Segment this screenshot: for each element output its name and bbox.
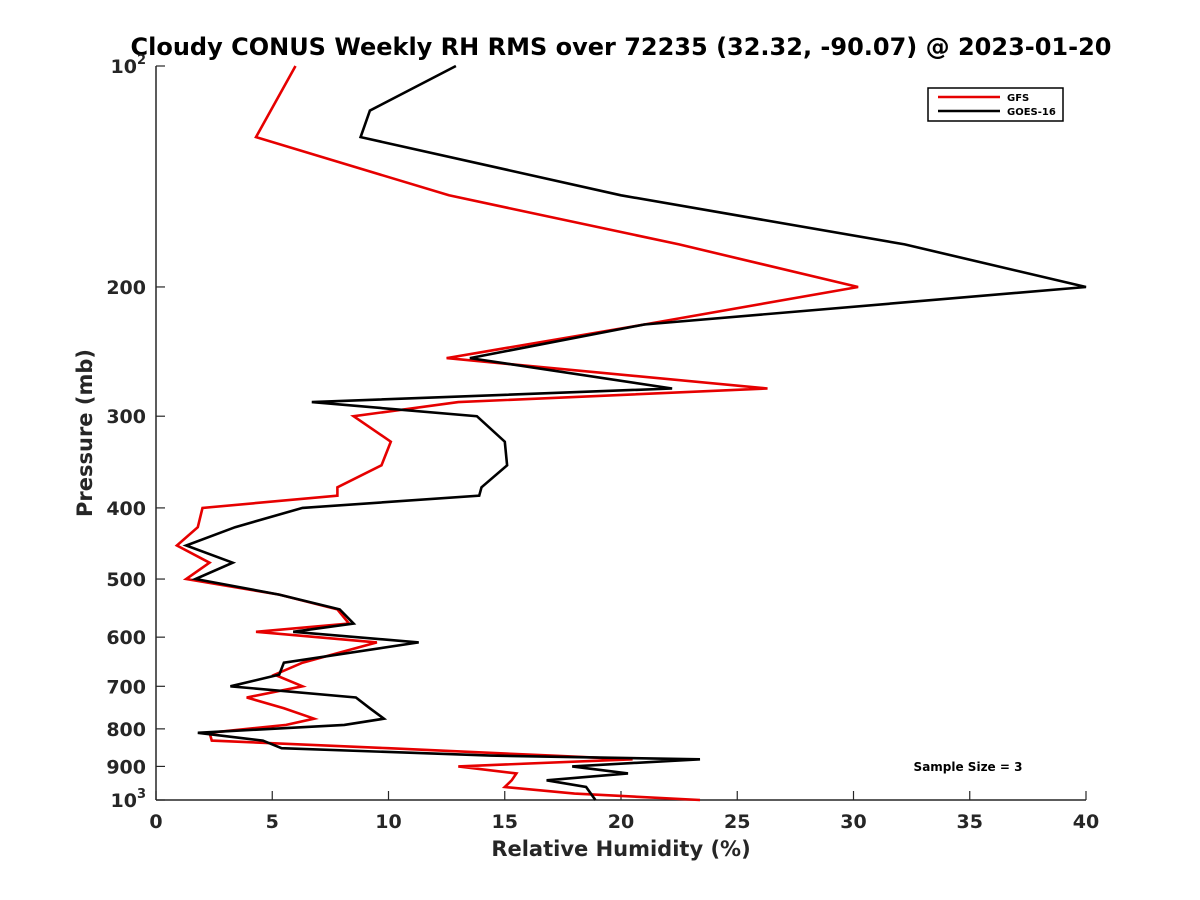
- plot-axes: 0 5 10 15 20 25 30 35 40 200 300 400 500 600 700 800 900…: [106, 53, 1099, 833]
- chart-title: Cloudy CONUS Weekly RH RMS over 72235 (3…: [131, 33, 1112, 61]
- legend: GFS GOES-16: [927, 87, 1064, 122]
- x-axis-label: Relative Humidity (%): [491, 837, 750, 861]
- y-tick-label: 500: [106, 569, 146, 591]
- x-tick-label: 0: [149, 811, 162, 833]
- x-tick-label: 20: [608, 811, 634, 833]
- x-tick-label: 35: [957, 811, 983, 833]
- legend-label-gfs: GFS: [1007, 93, 1029, 104]
- y-tick-label: 700: [106, 676, 146, 698]
- series-layer: [174, 64, 1087, 802]
- y-tick-label: 600: [106, 627, 146, 649]
- y-tick-label: 300: [106, 406, 146, 428]
- x-tick-label: 25: [724, 811, 750, 833]
- y-tick-label: 200: [106, 277, 146, 299]
- series-line-goes-16: [182, 64, 1087, 801]
- legend-box: [927, 87, 1064, 122]
- x-tick-label: 5: [266, 811, 279, 833]
- y-tick-label: 102: [111, 53, 147, 78]
- x-tick-label: 15: [492, 811, 518, 833]
- y-tick-label: 400: [106, 498, 146, 520]
- x-tick-label: 30: [840, 811, 866, 833]
- y-tick-label: 103: [111, 787, 147, 812]
- legend-label-goes-16: GOES-16: [1007, 107, 1056, 118]
- y-tick-label: 800: [106, 719, 146, 741]
- y-axis-label: Pressure (mb): [73, 349, 97, 517]
- x-tick-label: 10: [375, 811, 401, 833]
- x-tick-label: 40: [1073, 811, 1099, 833]
- sample-size-annotation: Sample Size = 3: [914, 760, 1023, 774]
- y-tick-label: 900: [106, 756, 146, 778]
